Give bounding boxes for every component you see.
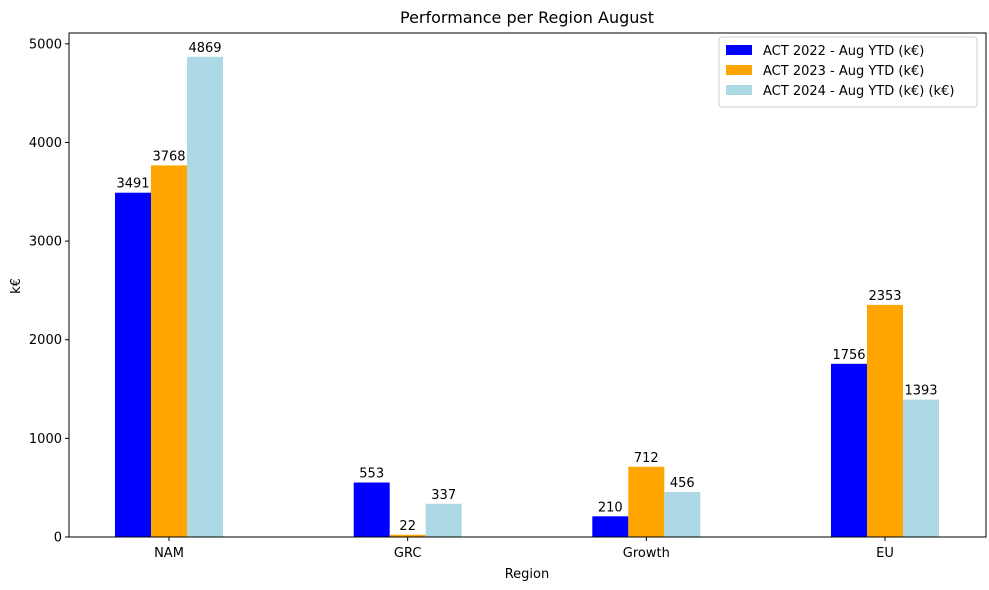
legend-entry: ACT 2024 - Aug YTD (k€) (k€) — [763, 84, 954, 99]
data-label: 3768 — [152, 149, 185, 164]
legend-swatch — [726, 45, 752, 55]
bar-eu-series-2 — [867, 304, 903, 537]
plot-frame — [68, 32, 987, 538]
data-label: 4869 — [188, 41, 221, 56]
x-tick-label: EU — [876, 546, 894, 561]
bar-grc-series-2 — [389, 534, 426, 537]
data-label: 22 — [399, 519, 416, 534]
data-label: 1393 — [904, 384, 937, 399]
bar-growth-series-1 — [592, 516, 629, 537]
y-tick-label: 3000 — [29, 235, 62, 250]
data-label: 3491 — [116, 177, 149, 192]
legend-box — [718, 36, 978, 108]
y-axis-label: k€ — [9, 278, 24, 294]
data-label: 553 — [359, 467, 384, 482]
x-axis-label: Region — [505, 567, 550, 582]
bar-growth-series-3 — [664, 492, 701, 537]
y-tick-label: 4000 — [29, 136, 62, 151]
data-label: 210 — [598, 500, 623, 515]
data-label: 337 — [431, 488, 456, 503]
bar-grc-series-1 — [353, 482, 390, 537]
bar-nam-series-2 — [151, 165, 187, 537]
legend-entry: ACT 2023 - Aug YTD (k€) — [763, 64, 924, 79]
data-label: 2353 — [868, 289, 901, 304]
bar-nam-series-1 — [115, 192, 151, 537]
y-tick-label: 5000 — [29, 37, 62, 52]
data-label: 456 — [670, 476, 695, 491]
y-tick-label: 2000 — [29, 333, 62, 348]
bar-grc-series-3 — [425, 503, 462, 537]
data-label: 1756 — [832, 348, 865, 363]
bar-eu-series-3 — [903, 399, 939, 537]
bar-eu-series-1 — [831, 363, 867, 537]
legend-swatch — [726, 85, 752, 95]
x-tick-label: NAM — [154, 546, 184, 561]
plot-area: 3491 553 210 1756 3768 22 712 2353 4869 337 456 139… — [29, 32, 987, 561]
legend-entry: ACT 2022 - Aug YTD (k€) — [763, 44, 924, 59]
data-label: 712 — [634, 451, 659, 466]
bar-nam-series-3 — [187, 56, 223, 538]
legend-swatch — [726, 65, 752, 75]
x-tick-label: Growth — [623, 546, 670, 561]
y-tick-label: 1000 — [29, 432, 62, 447]
legend: ACT 2022 - Aug YTD (k€) ACT 2023 - Aug YT… — [718, 36, 978, 108]
y-tick-label: 0 — [54, 531, 62, 546]
x-tick-label: GRC — [394, 546, 422, 561]
bar-growth-series-2 — [628, 466, 665, 537]
chart-title: Performance per Region August — [400, 8, 654, 27]
